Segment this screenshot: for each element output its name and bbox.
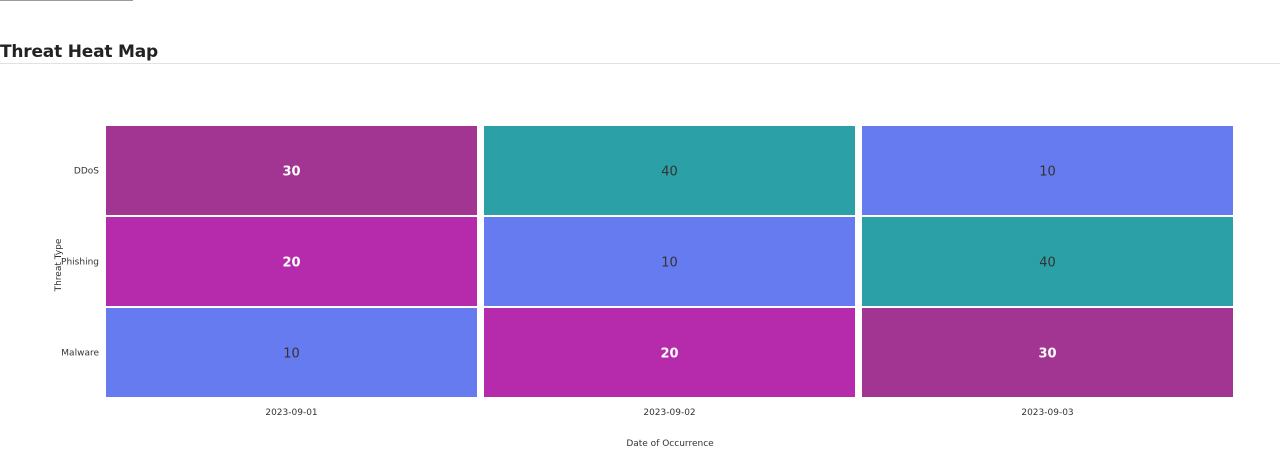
- cell-value-ddos-2023-09-03: 10: [1039, 165, 1056, 180]
- cell-value-malware-2023-09-03: 30: [1038, 347, 1056, 362]
- cell-value-malware-2023-09-01: 10: [283, 347, 300, 362]
- heatmap-cell-phishing-2023-09-02: [484, 217, 855, 306]
- top-rule: [0, 0, 133, 1]
- x-tick-2023-09-03: 2023-09-03: [1021, 408, 1073, 418]
- heatmap-chart: 30 40 10 20 10 40 10 20 30 DDoS Phishing Malware 2…: [0, 64, 1280, 454]
- heatmap-cell-phishing-2023-09-03: [862, 217, 1233, 306]
- heatmap-cell-ddos-2023-09-02: [484, 126, 855, 215]
- y-ticks-layer: DDoS Phishing Malware: [61, 167, 99, 359]
- heatmap-cell-malware-2023-09-03: [862, 308, 1233, 397]
- y-tick-phishing: Phishing: [61, 258, 99, 268]
- heatmap-svg: 30 40 10 20 10 40 10 20 30 DDoS Phishing Malware 2…: [54, 126, 1233, 449]
- heatmap-cell-ddos-2023-09-03: [862, 126, 1233, 215]
- cell-value-ddos-2023-09-01: 30: [282, 165, 300, 180]
- y-axis-label: Threat Type: [54, 238, 64, 292]
- x-tick-2023-09-02: 2023-09-02: [643, 408, 695, 418]
- cell-value-phishing-2023-09-01: 20: [282, 256, 300, 271]
- y-tick-malware: Malware: [61, 349, 99, 359]
- x-ticks-layer: 2023-09-01 2023-09-02 2023-09-03: [265, 408, 1073, 418]
- cells-layer: [106, 126, 1233, 397]
- value-labels-layer: 30 40 10 20 10 40 10 20 30: [282, 165, 1056, 362]
- cell-value-phishing-2023-09-02: 10: [661, 256, 678, 271]
- page-title: Threat Heat Map: [0, 42, 158, 62]
- cell-value-ddos-2023-09-02: 40: [661, 165, 678, 180]
- cell-value-malware-2023-09-02: 20: [660, 347, 678, 362]
- heatmap-cell-ddos-2023-09-01: [106, 126, 477, 215]
- heatmap-cell-malware-2023-09-01: [106, 308, 477, 397]
- heatmap-cell-malware-2023-09-02: [484, 308, 855, 397]
- y-tick-ddos: DDoS: [74, 167, 99, 177]
- x-tick-2023-09-01: 2023-09-01: [265, 408, 317, 418]
- x-axis-label: Date of Occurrence: [626, 439, 714, 449]
- title-divider: [0, 63, 1280, 64]
- heatmap-cell-phishing-2023-09-01: [106, 217, 477, 306]
- cell-value-phishing-2023-09-03: 40: [1039, 256, 1056, 271]
